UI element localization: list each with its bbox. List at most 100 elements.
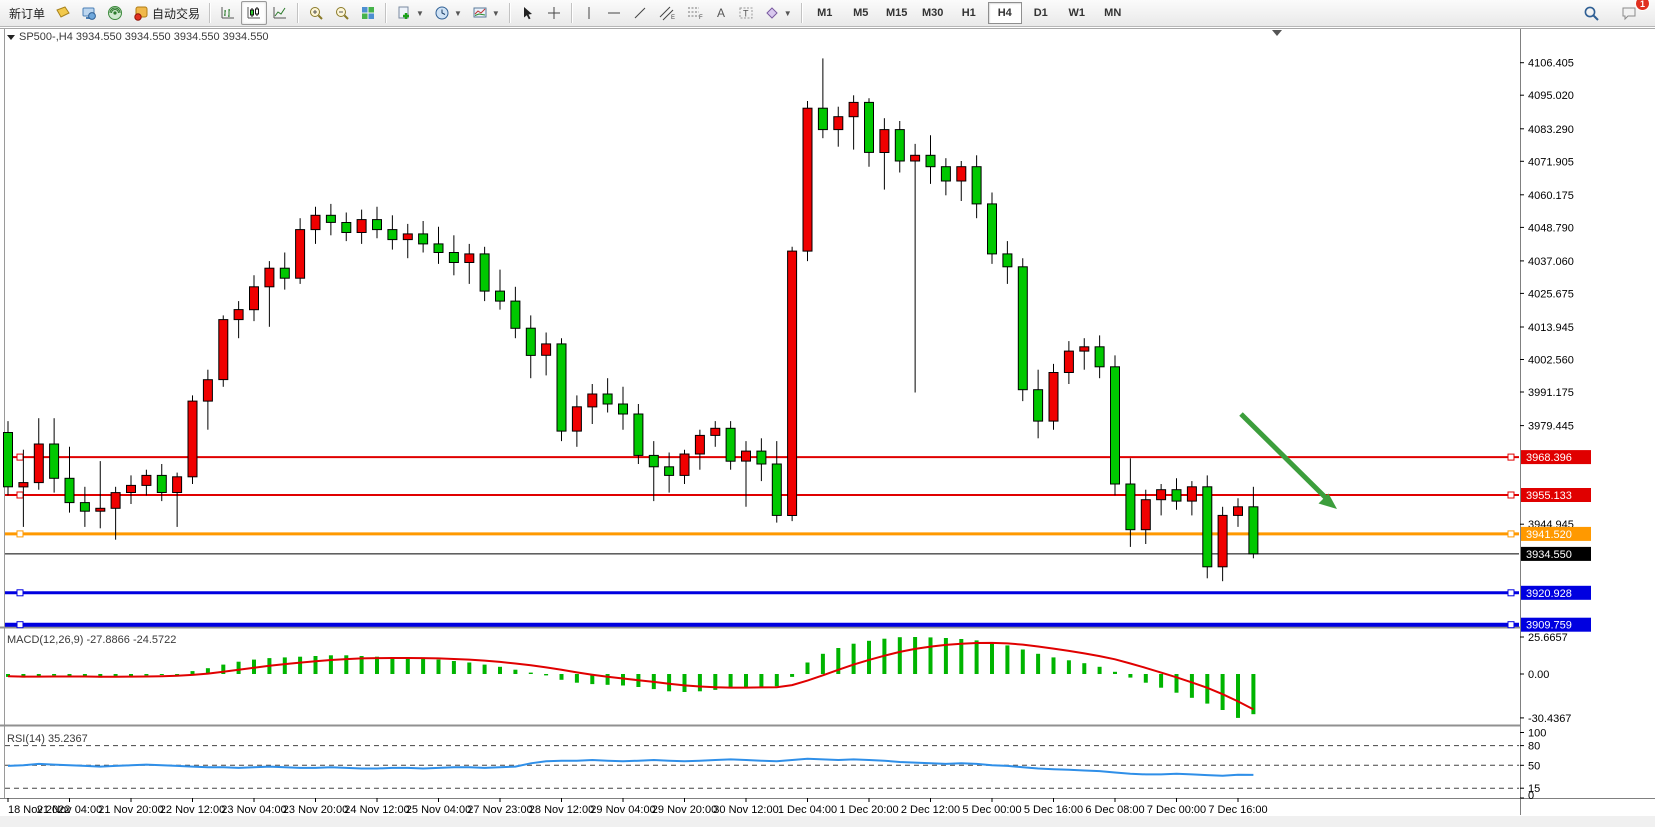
svg-text:E: E — [671, 15, 675, 21]
text-tool[interactable]: A — [709, 1, 733, 25]
toolbar: 新订单 自动交易 — [0, 0, 1655, 27]
terminal-icon[interactable] — [76, 1, 102, 25]
rsi-level-lines — [5, 745, 1519, 789]
macd-histogram — [6, 637, 1256, 718]
dropdown-arrow-icon: ▼ — [453, 8, 462, 18]
svg-text:30 Nov 12:00: 30 Nov 12:00 — [713, 804, 778, 816]
svg-text:23 Nov 04:00: 23 Nov 04:00 — [221, 804, 286, 816]
horizontal-price-lines[interactable] — [5, 453, 1519, 629]
period-clock-button[interactable]: ▼ — [429, 1, 467, 25]
svg-text:4037.060: 4037.060 — [1528, 256, 1574, 268]
svg-text:3955.133: 3955.133 — [1526, 490, 1572, 502]
search-icon[interactable] — [1578, 1, 1605, 25]
bar-chart-button[interactable] — [215, 1, 241, 25]
macd-indicator-label: MACD(12,26,9) -27.8866 -24.5722 — [7, 634, 177, 646]
svg-text:1 Dec 04:00: 1 Dec 04:00 — [778, 804, 837, 816]
symbol-period-label[interactable]: SP500-,H4 3934.550 3934.550 3934.550 393… — [7, 31, 269, 43]
text-label-tool[interactable]: T — [733, 1, 759, 25]
equidistant-channel-tool[interactable]: E — [653, 1, 681, 25]
svg-text:1 Dec 20:00: 1 Dec 20:00 — [839, 804, 898, 816]
notifications-button[interactable]: 1 — [1615, 0, 1650, 25]
svg-text:100: 100 — [1528, 728, 1546, 740]
svg-text:5 Dec 16:00: 5 Dec 16:00 — [1024, 804, 1083, 816]
fibonacci-tool[interactable]: F — [681, 1, 709, 25]
shapes-tool[interactable]: ▼ — [759, 1, 797, 25]
rsi-indicator-label: RSI(14) 35.2367 — [7, 733, 88, 745]
autotrading-label: 自动交易 — [152, 6, 201, 21]
svg-text:5 Dec 00:00: 5 Dec 00:00 — [962, 804, 1021, 816]
svg-text:3991.175: 3991.175 — [1528, 387, 1574, 399]
dropdown-arrow-icon: ▼ — [416, 8, 424, 18]
chart-canvas[interactable]: 4106.405 4095.020 4083.290 4071.905 4060.175… — [0, 27, 1655, 827]
svg-text:25.6657: 25.6657 — [1528, 632, 1568, 644]
timeframe-button-m30[interactable]: M30 — [922, 7, 944, 19]
svg-text:27 Nov 23:00: 27 Nov 23:00 — [467, 804, 532, 816]
new-chart-button[interactable]: ▼ — [391, 1, 429, 25]
svg-text:29 Nov 04:00: 29 Nov 04:00 — [590, 804, 655, 816]
rsi-line — [7, 757, 1254, 777]
sticky-note-icon[interactable] — [50, 1, 76, 25]
timeframe-button-h1[interactable]: H1 — [961, 7, 976, 19]
timeframe-button-m1[interactable]: M1 — [817, 7, 833, 19]
svg-text:F: F — [699, 15, 703, 21]
svg-text:0: 0 — [1528, 790, 1534, 802]
svg-text:3941.520: 3941.520 — [1526, 529, 1572, 541]
zoom-in-button[interactable] — [303, 1, 329, 25]
svg-text:25 Nov 04:00: 25 Nov 04:00 — [406, 804, 471, 816]
svg-text:4071.905: 4071.905 — [1528, 156, 1574, 168]
svg-text:4048.790: 4048.790 — [1528, 222, 1574, 234]
svg-text:23 Nov 20:00: 23 Nov 20:00 — [283, 804, 348, 816]
toolbar-separator — [800, 3, 803, 23]
svg-text:4060.175: 4060.175 — [1528, 190, 1574, 202]
zoom-out-button[interactable] — [329, 1, 355, 25]
trendline-tool[interactable] — [627, 1, 653, 25]
dropdown-arrow-icon: ▼ — [491, 8, 500, 18]
svg-text:21 Nov 04:00: 21 Nov 04:00 — [37, 804, 102, 816]
tile-windows-button[interactable] — [355, 1, 381, 25]
svg-text:24 Nov 12:00: 24 Nov 12:00 — [344, 804, 409, 816]
horizontal-line-tool[interactable] — [601, 1, 627, 25]
svg-text:3920.928: 3920.928 — [1526, 588, 1572, 600]
collapse-arrow-icon[interactable] — [7, 34, 15, 40]
current-price-box — [1521, 546, 1591, 561]
svg-text:T: T — [743, 9, 749, 19]
toolbar-separator — [570, 3, 573, 23]
svg-text:21 Nov 20:00: 21 Nov 20:00 — [98, 804, 163, 816]
svg-text:6 Dec 08:00: 6 Dec 08:00 — [1085, 804, 1144, 816]
timeframe-button-mn[interactable]: MN — [1104, 7, 1122, 19]
svg-text:4002.560: 4002.560 — [1528, 355, 1574, 367]
candlestick-chart-button[interactable] — [241, 1, 268, 25]
timeframe-button-m15[interactable]: M15 — [886, 7, 908, 19]
timeframe-button-m5[interactable]: M5 — [853, 7, 869, 19]
autotrading-button[interactable]: 自动交易 — [128, 1, 205, 25]
svg-text:3909.759: 3909.759 — [1526, 620, 1572, 632]
timeframe-button-w1[interactable]: W1 — [1068, 7, 1085, 19]
line-chart-button[interactable] — [267, 1, 293, 25]
timeframe-button-h4[interactable]: H4 — [987, 2, 1022, 24]
price-axis[interactable]: 4106.405 4095.020 4083.290 4071.905 4060.175… — [1520, 58, 1591, 802]
notification-badge: 1 — [1635, 0, 1650, 11]
crosshair-button[interactable] — [541, 1, 567, 25]
toolbar-separator — [297, 3, 300, 23]
timeframe-button-d1[interactable]: D1 — [1033, 7, 1048, 19]
signal-icon[interactable] — [102, 1, 128, 25]
svg-text:7 Dec 00:00: 7 Dec 00:00 — [1147, 804, 1206, 816]
svg-text:4095.020: 4095.020 — [1528, 90, 1574, 102]
pane-borders — [0, 28, 1655, 827]
svg-text:2 Dec 12:00: 2 Dec 12:00 — [901, 804, 960, 816]
new-order-button[interactable]: 新订单 — [4, 1, 50, 25]
svg-text:22 Nov 12:00: 22 Nov 12:00 — [160, 804, 225, 816]
toolbar-separator — [508, 3, 511, 23]
svg-text:7 Dec 16:00: 7 Dec 16:00 — [1208, 804, 1267, 816]
svg-text:-30.4367: -30.4367 — [1528, 713, 1571, 725]
vertical-line-tool[interactable] — [577, 1, 601, 25]
svg-text:0.00: 0.00 — [1528, 669, 1549, 681]
new-order-label: 新订单 — [9, 6, 46, 21]
trend-arrow[interactable] — [1239, 412, 1337, 509]
svg-text:4083.290: 4083.290 — [1528, 124, 1574, 136]
chart-shift-marker[interactable] — [1272, 30, 1282, 36]
cursor-button[interactable] — [515, 1, 541, 25]
svg-text:4013.945: 4013.945 — [1528, 322, 1574, 334]
template-button[interactable]: ▼ — [467, 1, 505, 25]
